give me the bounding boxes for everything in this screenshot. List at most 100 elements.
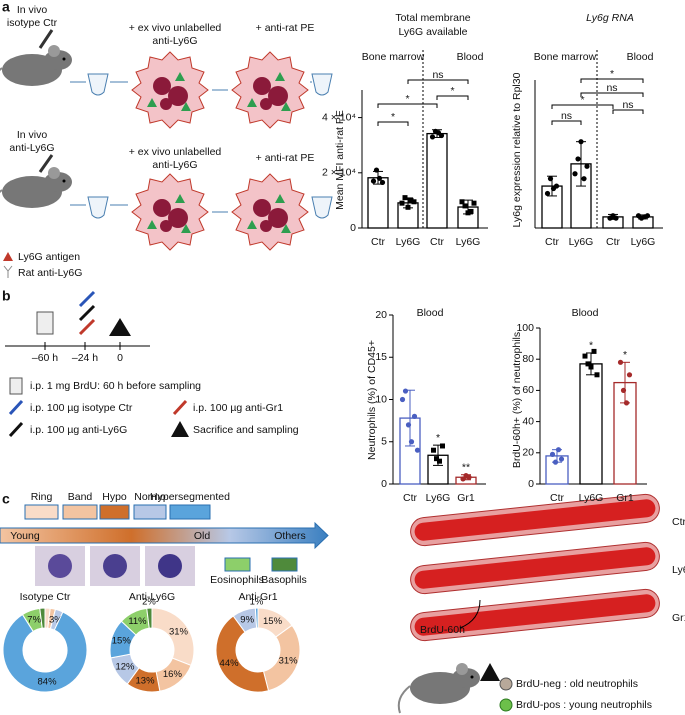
legend-icon [499, 677, 513, 691]
data-point [471, 200, 477, 206]
x-tick-label: Ly6G [426, 492, 451, 504]
cell [131, 173, 209, 251]
x-tick-label: Gr1 [616, 492, 634, 504]
slice-label: 12% [115, 662, 135, 673]
data-point [582, 353, 588, 359]
mouse [0, 44, 73, 96]
chart-title: Anti-Gr1 [238, 591, 277, 603]
data-point [572, 171, 578, 177]
x-tick-label: Gr1 [457, 492, 475, 504]
significance-bracket [377, 121, 409, 126]
data-point [549, 451, 556, 457]
chart-title: Isotype Ctr [20, 591, 71, 603]
significance-bracket [580, 78, 644, 83]
other-box [224, 557, 251, 572]
x-tick-label: Ctr [545, 236, 560, 248]
significance-label: ns [606, 82, 617, 94]
data-point [379, 179, 386, 186]
legend-label: Sacrifice and sampling [193, 424, 299, 436]
chart-title: Total membrane [395, 12, 470, 24]
significance-bracket [612, 109, 644, 114]
legend-label: i.p. 100 µg anti-Ly6G [30, 424, 127, 436]
arrow-label: Young [10, 530, 40, 542]
label: + anti-rat PE [256, 22, 315, 34]
label: + ex vivo unlabelled [129, 22, 222, 34]
pie-slice [215, 615, 270, 693]
x-tick-label: Ctr [430, 236, 445, 248]
group-label: Blood [627, 51, 654, 63]
panel-letter: c [2, 491, 10, 507]
vessel-label: Gr1 [672, 612, 685, 624]
stage-box [99, 504, 130, 520]
stage-label: Normo [134, 491, 166, 503]
data-point [438, 132, 445, 139]
data-point [466, 474, 472, 480]
data-point [399, 200, 405, 206]
other-box [271, 557, 298, 572]
x-tick-label: Ctr [606, 236, 621, 248]
data-point [465, 210, 471, 216]
legend-icon [499, 698, 513, 712]
significance-label: ** [462, 461, 470, 473]
data-point [585, 361, 591, 367]
x-tick-label: Ly6G [569, 236, 594, 248]
label: In vivo [17, 4, 48, 16]
y-tick-label: 80 [522, 353, 534, 365]
data-point [411, 413, 418, 419]
data-point [644, 213, 651, 219]
slice-label: 44% [220, 658, 240, 669]
data-point [431, 447, 436, 453]
data-point [591, 348, 597, 354]
slice-label: 2% [142, 597, 156, 608]
legend-label: Ly6G antigen [18, 251, 80, 263]
data-point [405, 422, 412, 428]
legend-label: i.p. 100 µg isotype Ctr [30, 402, 133, 414]
brdu-icon [36, 311, 54, 335]
tube [311, 196, 333, 219]
data-point [414, 447, 421, 453]
arrow-label: Old [194, 530, 211, 542]
stage-label: Ring [31, 491, 53, 503]
data-point [588, 364, 594, 370]
chart-title: Ly6g RNA [586, 12, 634, 24]
data-point [462, 203, 468, 209]
data-point [626, 372, 633, 378]
significance-label: * [623, 349, 627, 361]
group-label: Bone marrow [534, 51, 597, 63]
legend-icon [3, 265, 13, 278]
data-point [429, 134, 436, 140]
panel-letter: a [2, 0, 10, 15]
y-tick-label: 4 × 10⁴ [322, 111, 356, 123]
data-point [370, 178, 377, 184]
cell-image [48, 554, 72, 578]
cell-image [158, 554, 182, 578]
significance-bracket [407, 79, 469, 84]
data-point [373, 167, 380, 173]
data-point [408, 439, 415, 445]
slice-label: 1% [250, 597, 264, 608]
data-point [402, 195, 408, 201]
y-tick-label: 0 [350, 222, 356, 234]
data-point [552, 459, 559, 465]
chart-title: Anti-Ly6G [129, 591, 175, 603]
x-tick-label: Ctr [403, 492, 418, 504]
syringe [78, 318, 96, 336]
chart-title: Blood [417, 307, 444, 319]
stage-box [62, 504, 98, 520]
slice-label: 3% [49, 614, 63, 625]
y-tick-label: 100 [516, 322, 534, 334]
data-point [620, 387, 627, 393]
stage-label: Hypersegmented [150, 491, 230, 503]
stage-box [133, 504, 167, 520]
stage-label: Hypo [102, 491, 127, 503]
significance-bracket [551, 120, 582, 125]
data-point [581, 176, 587, 182]
data-point [578, 139, 584, 145]
slice-label: 9% [240, 614, 254, 625]
x-tick-label: Ly6G [579, 492, 604, 504]
stage-box [24, 504, 59, 520]
tube [87, 73, 109, 96]
skull-icon [109, 318, 131, 336]
tube [87, 196, 109, 219]
